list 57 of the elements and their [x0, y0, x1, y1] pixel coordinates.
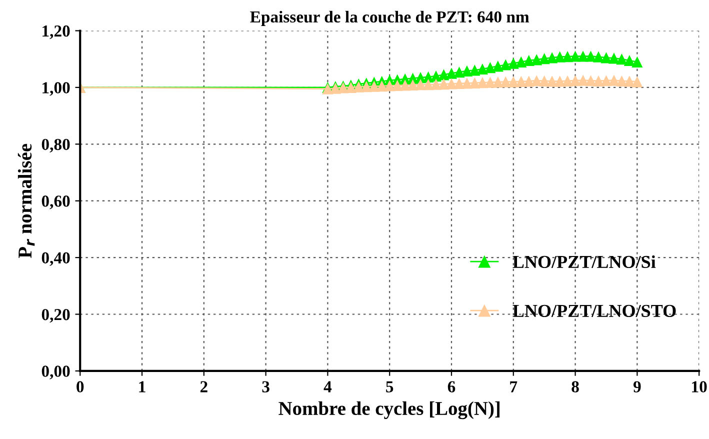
point	[585, 75, 596, 86]
point	[446, 68, 458, 79]
point	[353, 81, 364, 92]
x-tick-label: 0	[76, 381, 84, 392]
point	[632, 56, 643, 68]
x-axis-title: Nombre de cycles [Log(N)]	[278, 401, 500, 420]
point	[384, 80, 396, 92]
point	[484, 76, 496, 88]
point	[469, 77, 480, 88]
x-tick-label: 9	[633, 381, 641, 392]
point	[500, 59, 512, 70]
point	[484, 62, 496, 74]
point	[454, 66, 465, 78]
point	[546, 52, 558, 64]
point	[554, 76, 566, 87]
point	[546, 76, 558, 87]
x-tick-label: 7	[510, 381, 518, 392]
legend-label: LNO/PZT/LNO/Si	[512, 255, 656, 268]
point	[454, 78, 465, 90]
x-tick-label: 6	[448, 381, 456, 392]
point	[508, 58, 519, 69]
y-tick-label: 0,20	[42, 308, 70, 323]
point	[577, 50, 589, 62]
point	[407, 79, 418, 90]
x-tick-label: 8	[572, 381, 579, 392]
y-tick-label: 0,80	[42, 138, 70, 152]
y-tick-label: 0,60	[42, 196, 70, 210]
point	[538, 75, 550, 86]
point	[600, 52, 612, 64]
y-axis-title: P$_{r}$ normalisée	[18, 144, 35, 258]
point	[476, 63, 488, 75]
point	[585, 50, 596, 62]
point	[624, 54, 635, 66]
y-tick-label: 0,00	[42, 366, 70, 380]
point	[368, 80, 380, 92]
legend-label: LNO/PZT/LNO/STO	[512, 304, 676, 318]
point	[616, 54, 628, 65]
point	[624, 76, 635, 87]
point	[538, 52, 550, 64]
point	[592, 75, 604, 86]
x-tick-label: 5	[386, 381, 394, 392]
chart-title: Epaisseur de la couche de PZT: 640 nm	[250, 10, 530, 26]
point	[469, 64, 480, 76]
point	[516, 56, 527, 68]
point	[508, 76, 519, 88]
y-tick-label: 1,20	[42, 25, 70, 40]
x-tick-label: 10	[692, 381, 707, 392]
x-tick-label: 1	[139, 381, 146, 392]
point	[461, 65, 473, 77]
point	[632, 76, 643, 88]
y-tick-label: 1,00	[42, 82, 70, 96]
x-tick-label: 4	[324, 381, 332, 392]
point	[554, 51, 566, 62]
point	[523, 54, 534, 66]
y-tick-label: 0,40	[42, 252, 70, 266]
x-tick-label: 3	[262, 381, 270, 392]
x-tick-label: 2	[200, 381, 208, 392]
